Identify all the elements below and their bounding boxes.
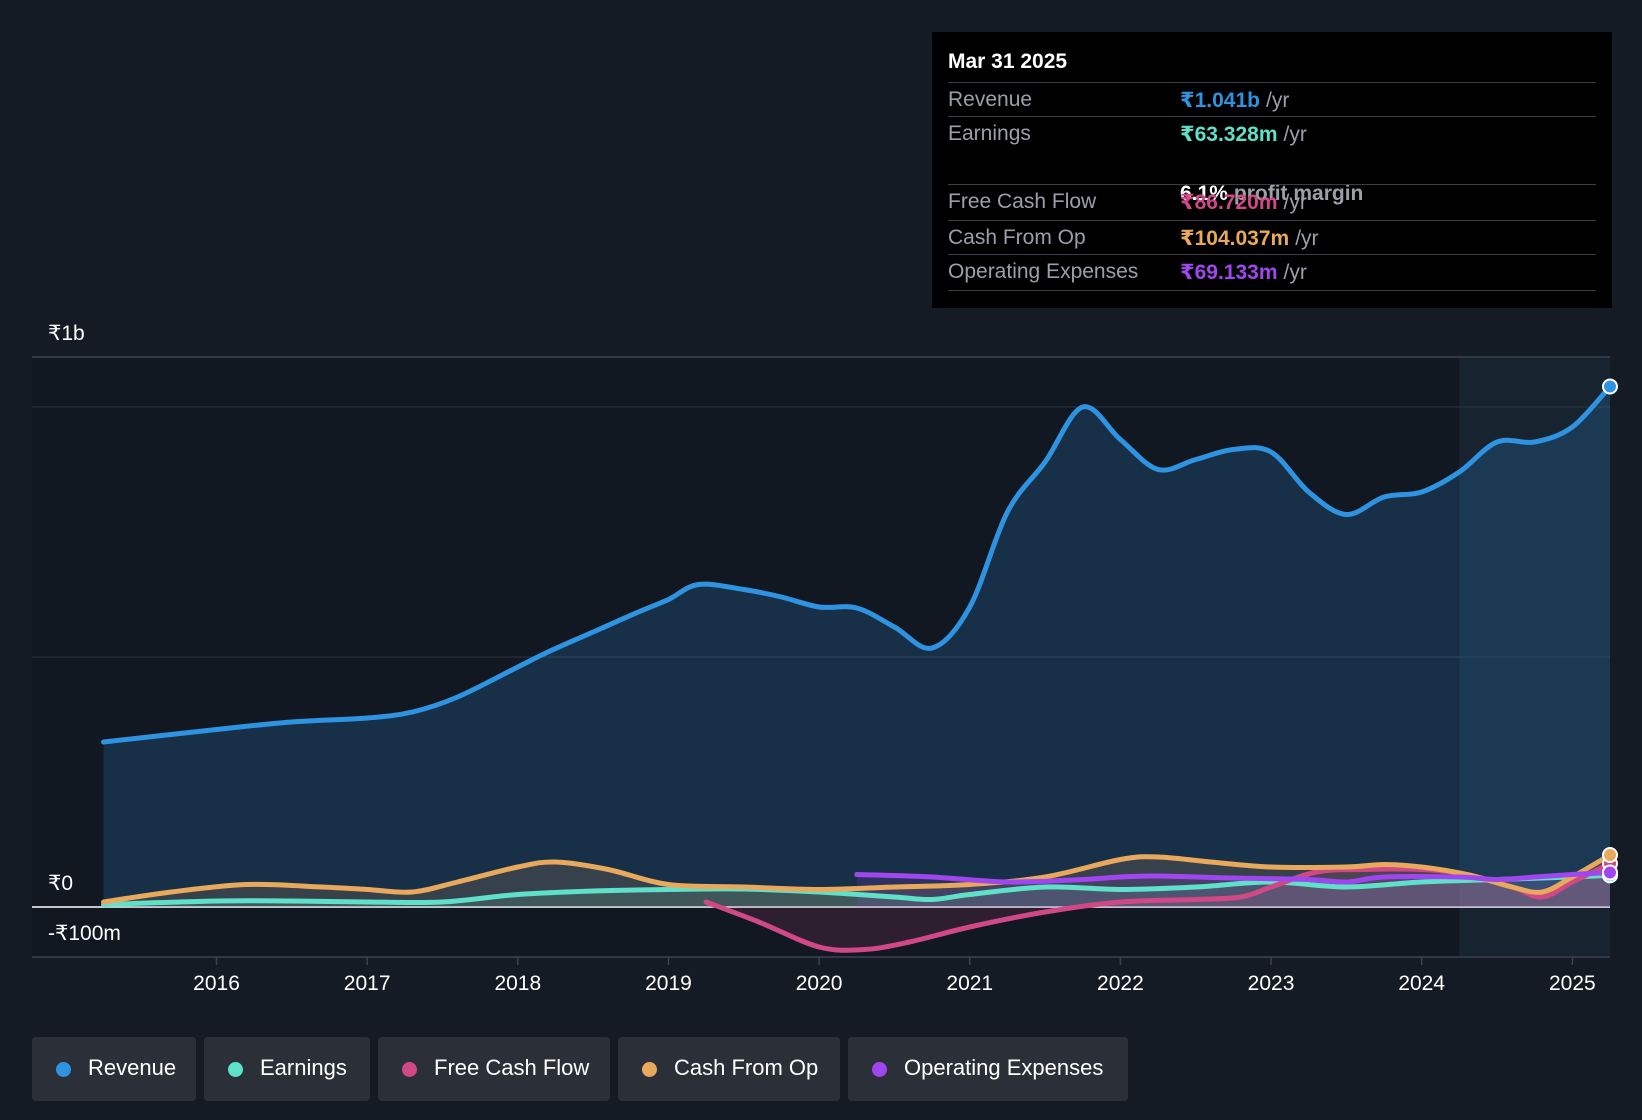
tooltip-label: Earnings [948,122,1031,145]
legend-label: Free Cash Flow [434,1055,590,1080]
legend-free-cash-flow[interactable]: Free Cash Flow [378,1037,610,1101]
x-tick-label: 2022 [1097,972,1144,995]
earnings-dot-icon [228,1062,243,1077]
legend-label: Earnings [260,1055,347,1080]
earnings-line [101,872,1613,907]
legend-revenue[interactable]: Revenue [32,1037,196,1101]
tooltip-row-earnings: Earnings ₹63.328m/yr [948,116,1596,151]
operating-expenses-endpoint [1602,864,1618,881]
tooltip-profit-margin: 6.1% profit margin [1180,182,1364,205]
x-tick-label: 2023 [1248,972,1295,995]
x-tick-label: 2017 [344,972,391,995]
tooltip-divider [948,290,1596,291]
tooltip-date: Mar 31 2025 [948,50,1068,73]
x-tick-label: 2024 [1398,972,1445,995]
x-tick-label: 2019 [645,972,692,995]
legend-label: Operating Expenses [904,1055,1104,1080]
data-tooltip: Mar 31 2025 Revenue ₹1.041b/yr Earnings … [932,32,1612,308]
cash-from-op-endpoint [1602,847,1618,863]
tooltip-label: Operating Expenses [948,260,1139,283]
revenue-endpoint [1602,378,1618,395]
tooltip-row-operating-expenses: Operating Expenses ₹69.133m/yr [948,254,1596,289]
legend-label: Revenue [88,1055,177,1080]
revenue-dot-icon [56,1062,71,1077]
legend-operating-expenses[interactable]: Operating Expenses [848,1037,1128,1101]
legend-cash-from-op[interactable]: Cash From Op [618,1037,840,1101]
operating-expenses-dot-icon [872,1062,887,1077]
revenue-line [101,384,1613,745]
tooltip-value: ₹63.328m/yr [1180,123,1307,146]
tooltip-row-cash-from-op: Cash From Op ₹104.037m/yr [948,220,1596,255]
tooltip-value: ₹86.720m/yr [1180,191,1307,214]
tooltip-row-revenue: Revenue ₹1.041b/yr [948,82,1596,117]
cash-from-op-area [103,855,1610,907]
legend-label: Cash From Op [674,1055,819,1080]
tooltip-value: ₹1.041b/yr [1180,89,1290,112]
revenue-area [103,386,1610,907]
y-axis-label-top: ₹1b [48,322,85,345]
y-axis-label-zero: ₹0 [48,872,73,895]
x-tick-label: 2021 [946,972,993,995]
x-tick-label: 2020 [796,972,843,995]
operating-expenses-line [854,869,1613,885]
tooltip-label: Free Cash Flow [948,190,1097,213]
tooltip-label: Revenue [948,88,1033,111]
cash-from-op-dot-icon [642,1062,657,1077]
tooltip-value: ₹104.037m/yr [1180,227,1319,250]
legend-earnings[interactable]: Earnings [204,1037,370,1101]
tooltip-row-free-cash-flow: Free Cash Flow ₹86.720m/yr [948,184,1596,219]
financial-chart: 2016 2017 2018 2019 2020 2021 2022 2023 2024 2025… [32,322,1618,995]
tooltip-value: ₹69.133m/yr [1180,261,1307,284]
x-tick-label: 2018 [494,972,541,995]
cash-from-op-line [101,852,1613,905]
tooltip-label: Cash From Op [948,226,1086,249]
x-tick-label: 2016 [193,972,240,995]
y-axis-label-bottom: -₹100m [48,922,121,945]
free-cash-flow-dot-icon [402,1062,417,1077]
x-tick-label: 2025 [1549,972,1596,995]
